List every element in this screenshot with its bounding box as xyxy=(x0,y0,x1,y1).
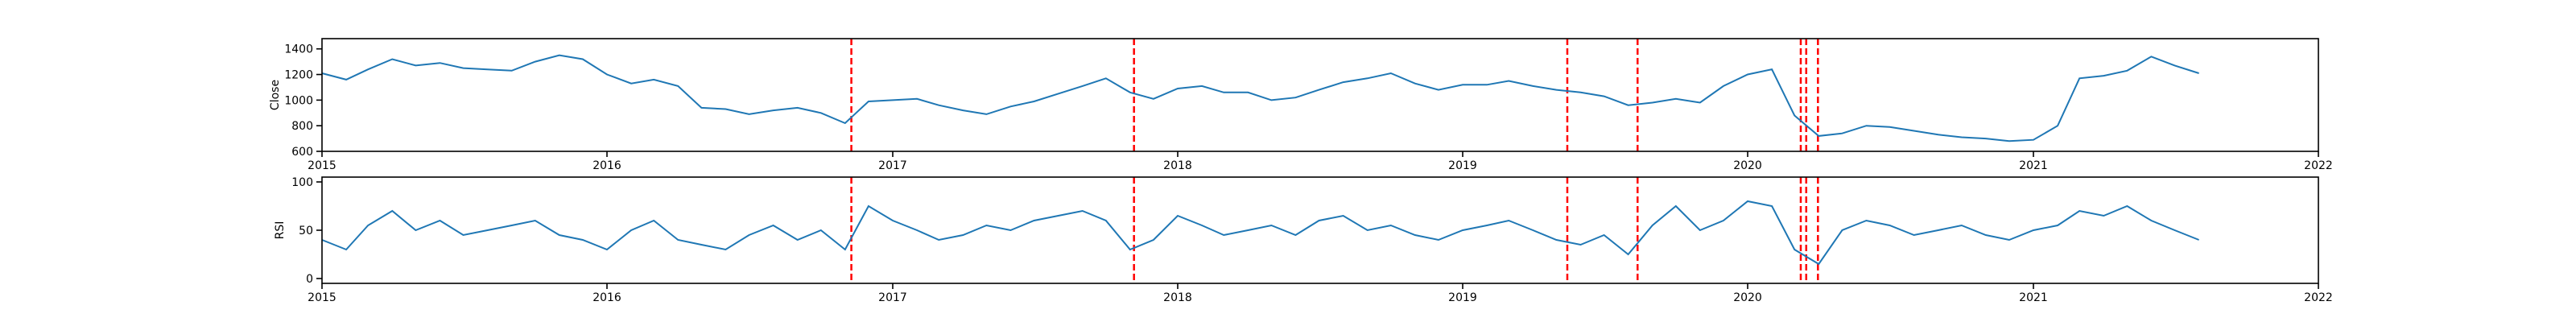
close-y-ticks: 600 800 1000 1200 1400 xyxy=(284,43,322,159)
rsi-x-tick-label: 2018 xyxy=(1163,291,1192,304)
rsi-x-tick-label: 2017 xyxy=(878,291,907,304)
close-axes-frame xyxy=(321,38,2319,152)
close-y-tick-label: 1200 xyxy=(284,69,313,82)
close-x-tick-label: 2016 xyxy=(592,159,621,172)
rsi-y-tick-label: 100 xyxy=(291,176,313,189)
close-line xyxy=(321,54,2199,142)
close-x-tick-label: 2017 xyxy=(878,159,907,172)
close-x-ticks: 2015 2016 2017 2018 2019 2020 2021 2022 xyxy=(308,151,2333,172)
close-x-tick-label: 2020 xyxy=(1733,159,1762,172)
close-x-tick-label: 2022 xyxy=(2304,159,2333,172)
rsi-x-tick-label: 2022 xyxy=(2304,291,2333,304)
rsi-line xyxy=(321,200,2199,266)
close-y-tick-label: 1000 xyxy=(284,94,313,107)
rsi-x-tick-label: 2016 xyxy=(592,291,621,304)
rsi-x-ticks: 2015 2016 2017 2018 2019 2020 2021 2022 xyxy=(308,283,2333,304)
rsi-y-tick-label: 50 xyxy=(299,225,313,237)
close-x-tick-label: 2019 xyxy=(1448,159,1477,172)
rsi-y-ticks: 0 50 100 xyxy=(291,176,322,286)
rsi-x-tick-label: 2015 xyxy=(308,291,336,304)
rsi-x-tick-label: 2019 xyxy=(1448,291,1477,304)
close-x-tick-label: 2015 xyxy=(308,159,336,172)
rsi-y-axis-label: RSI xyxy=(274,221,287,240)
rsi-event-lines xyxy=(850,177,1819,283)
close-x-tick-label: 2018 xyxy=(1163,159,1192,172)
rsi-x-tick-label: 2021 xyxy=(2019,291,2048,304)
close-y-tick-label: 800 xyxy=(291,120,313,133)
close-x-tick-label: 2021 xyxy=(2019,159,2048,172)
rsi-y-tick-label: 0 xyxy=(306,273,313,286)
close-y-tick-label: 600 xyxy=(291,146,313,159)
close-y-axis-label: Close xyxy=(269,80,282,110)
close-y-tick-label: 1400 xyxy=(284,43,313,56)
rsi-x-tick-label: 2020 xyxy=(1733,291,1762,304)
